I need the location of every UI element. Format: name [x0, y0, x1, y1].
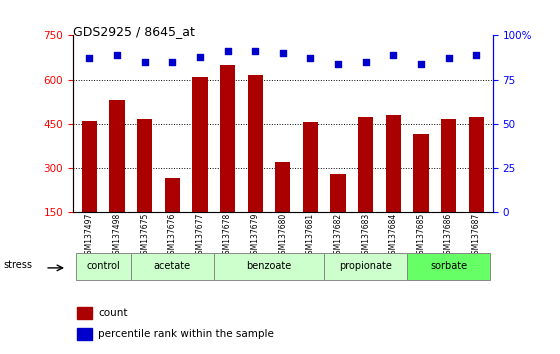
Bar: [441, 120, 456, 212]
Point: [113, 52, 122, 58]
Point: [361, 59, 370, 65]
Point: [417, 61, 426, 67]
Text: percentile rank within the sample: percentile rank within the sample: [98, 329, 274, 339]
Point: [168, 59, 177, 65]
Point: [306, 56, 315, 61]
Bar: [303, 122, 318, 212]
Text: control: control: [86, 261, 120, 272]
Point: [195, 54, 204, 59]
FancyBboxPatch shape: [324, 253, 407, 280]
Point: [278, 50, 287, 56]
Bar: [77, 328, 92, 340]
Bar: [275, 162, 291, 212]
FancyBboxPatch shape: [407, 253, 490, 280]
Text: sorbate: sorbate: [430, 261, 467, 272]
Text: benzoate: benzoate: [246, 261, 292, 272]
Text: propionate: propionate: [339, 261, 392, 272]
Text: GDS2925 / 8645_at: GDS2925 / 8645_at: [73, 25, 195, 38]
Text: stress: stress: [3, 260, 32, 270]
Text: acetate: acetate: [153, 261, 191, 272]
Point: [389, 52, 398, 58]
Bar: [358, 116, 374, 212]
Point: [251, 48, 260, 54]
Bar: [248, 75, 263, 212]
Bar: [220, 65, 235, 212]
Bar: [109, 100, 125, 212]
FancyBboxPatch shape: [131, 253, 214, 280]
Point: [472, 52, 480, 58]
Point: [140, 59, 149, 65]
Bar: [192, 77, 208, 212]
Bar: [137, 120, 152, 212]
Bar: [413, 134, 428, 212]
Point: [85, 56, 94, 61]
Point: [444, 56, 453, 61]
Bar: [82, 121, 97, 212]
Point: [223, 48, 232, 54]
Bar: [77, 307, 92, 319]
FancyBboxPatch shape: [76, 253, 131, 280]
Bar: [469, 116, 484, 212]
Bar: [386, 115, 401, 212]
Point: [334, 61, 343, 67]
FancyBboxPatch shape: [214, 253, 324, 280]
Bar: [330, 174, 346, 212]
Bar: [165, 178, 180, 212]
Text: count: count: [98, 308, 128, 318]
